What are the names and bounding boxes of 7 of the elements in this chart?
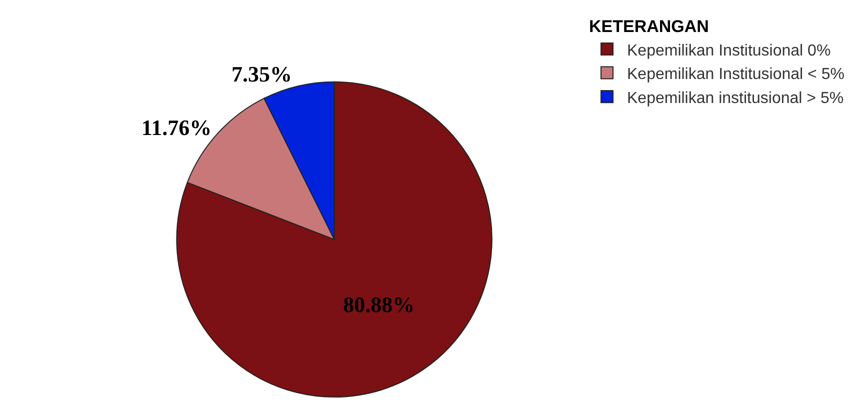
legend-title: KETERANGAN <box>589 17 709 36</box>
legend-label: Kepemilikan Institusional < 5% <box>627 66 844 84</box>
legend-label: Kepemilikan institusional > 5% <box>627 90 844 107</box>
data-label: 11.76% <box>141 115 212 140</box>
data-label: 80.88% <box>343 292 415 317</box>
data-label: 7.35% <box>231 62 292 87</box>
legend-label: Kepemilikan Institusional 0% <box>627 42 831 60</box>
